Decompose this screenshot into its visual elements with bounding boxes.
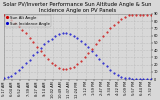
Legend: Sun Alt Angle, Sun Incidence Angle: Sun Alt Angle, Sun Incidence Angle — [5, 15, 51, 27]
Title: Solar PV/Inverter Performance Sun Altitude Angle & Sun Incidence Angle on PV Pan: Solar PV/Inverter Performance Sun Altitu… — [3, 2, 152, 13]
